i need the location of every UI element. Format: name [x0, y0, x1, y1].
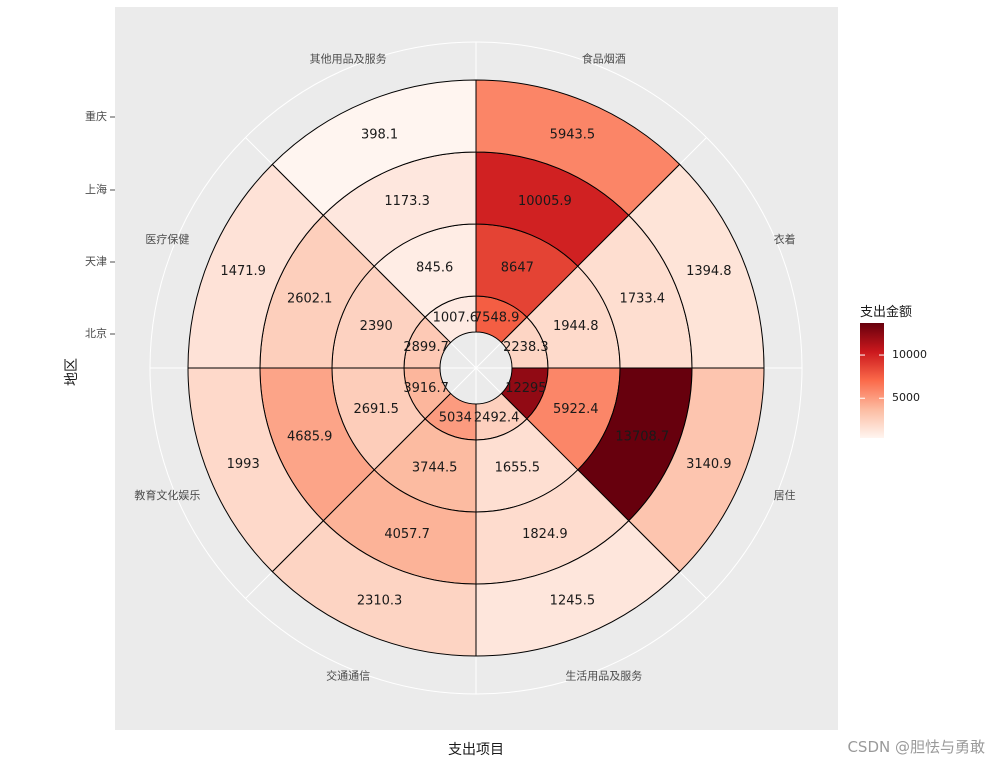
value-label: 5034	[439, 410, 472, 425]
value-label: 2899.7	[403, 340, 449, 355]
value-label: 1007.6	[433, 311, 479, 326]
legend-tick-label: 5000	[892, 391, 920, 404]
value-label: 1471.9	[220, 264, 266, 279]
value-label: 1824.9	[522, 527, 568, 542]
value-label: 10005.9	[518, 194, 572, 209]
category-label: 其他用品及服务	[310, 52, 387, 65]
value-label: 5922.4	[553, 402, 599, 417]
value-label: 1394.8	[686, 264, 732, 279]
segment-重庆-其他用品及服务	[271, 79, 477, 216]
value-label: 1944.8	[553, 319, 599, 334]
value-label: 5943.5	[550, 128, 596, 143]
value-label: 1733.4	[620, 292, 666, 307]
value-label: 7548.9	[474, 311, 520, 326]
value-label: 3916.7	[403, 381, 449, 396]
region-tick-label: 重庆	[85, 109, 107, 123]
value-label: 4057.7	[384, 527, 430, 542]
value-label: 2492.4	[474, 410, 520, 425]
value-label: 398.1	[361, 128, 398, 143]
legend: 支出金额 5000 10000	[860, 304, 927, 438]
value-label: 4685.9	[287, 429, 333, 444]
legend-ticks: 5000 10000	[860, 348, 927, 404]
value-label: 12295	[505, 381, 546, 396]
x-axis-title: 支出项目	[448, 742, 504, 758]
category-label: 教育文化娱乐	[134, 488, 200, 502]
value-label: 1655.5	[495, 460, 541, 475]
chart-segments	[187, 79, 765, 657]
value-label: 845.6	[416, 261, 453, 276]
value-label: 2602.1	[287, 292, 333, 307]
category-label: 交通通信	[326, 669, 370, 683]
category-label: 医疗保健	[145, 232, 189, 246]
category-label: 居住	[774, 488, 796, 502]
value-label: 2238.3	[503, 340, 549, 355]
legend-title: 支出金额	[860, 304, 912, 320]
value-label: 3744.5	[412, 460, 458, 475]
value-label: 2390	[360, 319, 393, 334]
value-label: 13708.7	[615, 429, 669, 444]
legend-colorbar	[860, 323, 884, 438]
watermark: CSDN @胆怯与勇敢	[847, 738, 985, 756]
value-label: 3140.9	[686, 457, 732, 472]
legend-tick-label: 10000	[892, 348, 927, 361]
region-tick-label: 北京	[85, 326, 107, 340]
value-label: 1245.5	[550, 593, 596, 608]
region-tick-label: 上海	[85, 182, 107, 196]
value-label: 1173.3	[384, 194, 430, 209]
value-label: 2310.3	[357, 593, 403, 608]
y-axis-title: 地区	[64, 358, 80, 386]
value-label: 8647	[501, 261, 534, 276]
value-label: 2691.5	[353, 402, 399, 417]
value-label: 1993	[227, 457, 260, 472]
category-label: 衣着	[774, 232, 796, 246]
category-label: 生活用品及服务	[565, 669, 642, 683]
category-label: 食品烟酒	[582, 51, 626, 65]
region-tick-label: 天津	[85, 255, 107, 268]
